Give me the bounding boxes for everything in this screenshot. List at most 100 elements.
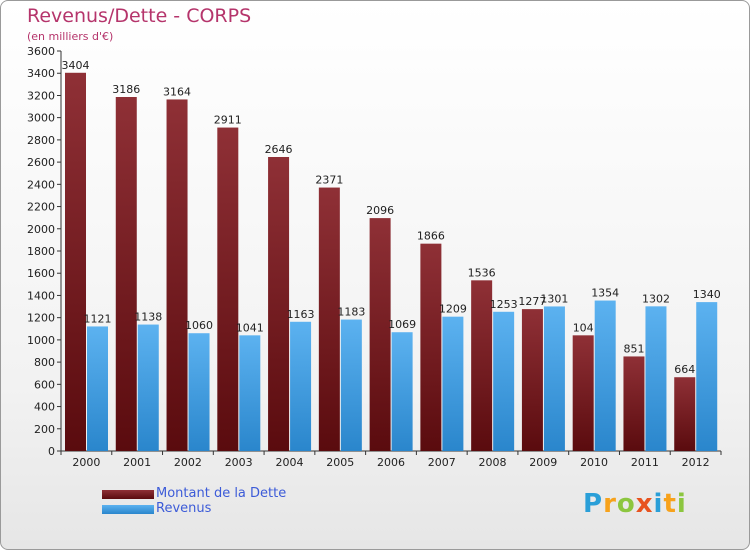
bar-revenue [391,332,413,451]
data-label-debt: 3404 [62,59,90,72]
y-tick-label: 600 [34,378,55,391]
y-tick-label: 200 [34,423,55,436]
logo-letter: t [663,489,677,519]
x-tick-label: 2004 [275,456,303,469]
proxiti-logo: Proxiti [583,489,687,519]
x-tick-label: 2008 [479,456,507,469]
y-tick-label: 1400 [27,289,55,302]
data-label-revenue: 1253 [490,298,518,311]
y-tick-label: 2000 [27,223,55,236]
y-tick-label: 3600 [27,45,55,58]
x-tick-label: 2000 [72,456,100,469]
legend-label-revenue: Revenus [156,501,212,516]
chart-title: Revenus/Dette - CORPS [27,5,252,27]
logo-letter: r [603,489,617,519]
bar-revenue [290,321,312,451]
data-label-debt: 3164 [163,85,191,98]
data-label-revenue: 1340 [693,288,721,301]
y-tick-label: 2600 [27,156,55,169]
x-tick-label: 2007 [428,456,456,469]
data-label-debt: 2096 [366,204,394,217]
y-tick-label: 1000 [27,334,55,347]
x-tick-label: 2002 [174,456,202,469]
y-tick-label: 800 [34,356,55,369]
y-tick-label: 1800 [27,245,55,258]
legend-swatch-revenue [102,505,154,514]
data-label-revenue: 1302 [642,292,670,305]
data-label-revenue: 1069 [388,318,416,331]
y-tick-label: 1600 [27,267,55,280]
bar-revenue [137,324,159,451]
x-tick-label: 2010 [580,456,608,469]
bar-debt [268,157,290,451]
data-label-revenue: 1209 [439,303,467,316]
y-tick-label: 3000 [27,112,55,125]
data-label-debt: 1277 [518,295,546,308]
data-label-debt: 104 [573,321,594,334]
data-label-revenue: 1354 [591,287,619,300]
bar-revenue [442,316,464,451]
bar-revenue [188,333,210,451]
logo-letter: i [676,489,687,519]
bar-revenue [493,311,515,451]
data-label-revenue: 1183 [337,306,365,319]
x-tick-label: 2001 [123,456,151,469]
bar-revenue [239,335,261,451]
y-tick-label: 400 [34,401,55,414]
data-label-revenue: 1121 [84,312,112,325]
bar-debt [674,377,696,451]
bar-revenue [340,319,362,451]
bar-debt [318,187,340,452]
x-tick-label: 2011 [631,456,659,469]
bar-debt [115,97,137,451]
bar-debt [65,72,86,452]
bar-revenue [645,306,667,451]
bar-debt [471,280,493,451]
data-label-debt: 3186 [112,83,140,96]
y-tick-label: 3200 [27,89,55,102]
logo-letter: o [616,489,636,519]
logo-letter: P [583,489,604,519]
y-tick-label: 2400 [27,178,55,191]
y-tick-label: 2200 [27,201,55,214]
x-tick-label: 2006 [377,456,405,469]
data-label-revenue: 1041 [236,321,264,334]
bar-debt [420,243,442,451]
x-tick-label: 2009 [529,456,557,469]
bar-revenue [696,302,718,451]
bar-revenue [87,326,108,451]
legend-swatch-debt [102,490,154,499]
bar-debt [521,309,543,451]
bar-revenue [594,300,616,451]
bar-revenue [543,306,565,451]
chart-subtitle: (en milliers d'€) [27,30,114,43]
data-label-revenue: 1301 [540,292,568,305]
y-tick-label: 0 [48,445,55,458]
data-label-debt: 664 [674,363,695,376]
bar-debt [166,99,188,451]
data-label-debt: 2646 [265,143,293,156]
logo-letter: i [653,489,664,519]
bar-debt [623,356,645,451]
bar-debt [369,218,391,451]
logo-letter: x [635,489,654,519]
y-tick-label: 2800 [27,134,55,147]
data-label-debt: 1866 [417,230,445,243]
bar-debt [217,127,239,452]
data-label-debt: 2371 [315,174,343,187]
y-tick-label: 1200 [27,312,55,325]
x-tick-label: 2012 [682,456,710,469]
legend-label-debt: Montant de la Dette [156,486,287,501]
data-label-debt: 2911 [214,114,242,127]
data-label-revenue: 1163 [287,308,315,321]
x-tick-label: 2005 [326,456,354,469]
y-tick-label: 3400 [27,67,55,80]
data-label-revenue: 1138 [134,311,162,324]
data-label-revenue: 1060 [185,319,213,332]
data-label-debt: 851 [623,342,644,355]
bar-debt [572,335,594,451]
data-label-debt: 1536 [468,266,496,279]
x-tick-label: 2003 [225,456,253,469]
